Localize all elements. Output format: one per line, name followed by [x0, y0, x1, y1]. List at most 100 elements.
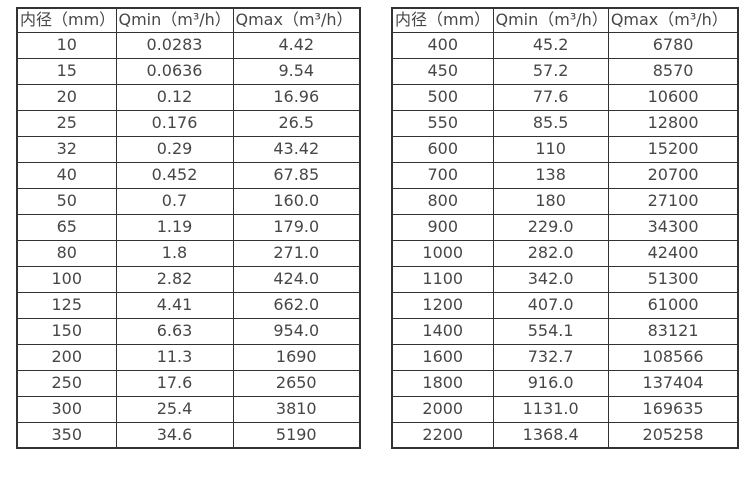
diameter-cell: 600	[391, 135, 494, 163]
diameter-cell: 700	[391, 161, 494, 189]
qmax-cell: 271.0	[232, 239, 361, 267]
qmin-cell: 45.2	[492, 31, 609, 59]
table-row: 500 77.6 10600	[391, 83, 739, 111]
table-row: 10 0.0283 4.42	[16, 31, 361, 59]
qmin-cell: 0.176	[115, 109, 234, 137]
qmin-cell: 85.5	[492, 109, 609, 137]
qmin-cell: 732.7	[492, 343, 609, 371]
diameter-cell: 350	[16, 421, 117, 449]
table-row: 300 25.4 3810	[16, 395, 361, 423]
qmax-cell: 954.0	[232, 317, 361, 345]
qmax-cell: 34300	[607, 213, 739, 241]
table-row: 600 110 15200	[391, 135, 739, 163]
qmax-cell: 27100	[607, 187, 739, 215]
qmax-cell: 43.42	[232, 135, 361, 163]
diameter-cell: 1200	[391, 291, 494, 319]
diameter-cell: 150	[16, 317, 117, 345]
qmin-cell: 229.0	[492, 213, 609, 241]
diameter-cell: 500	[391, 83, 494, 111]
diameter-cell: 1600	[391, 343, 494, 371]
table-row: 80 1.8 271.0	[16, 239, 361, 267]
diameter-cell: 200	[16, 343, 117, 371]
table-row: 25 0.176 26.5	[16, 109, 361, 137]
table-row: 550 85.5 12800	[391, 109, 739, 137]
qmin-cell: 916.0	[492, 369, 609, 397]
qmin-cell: 0.0636	[115, 57, 234, 85]
column-header: 内径（mm）	[391, 7, 494, 33]
table-row: 1100 342.0 51300	[391, 265, 739, 293]
qmax-cell: 12800	[607, 109, 739, 137]
diameter-cell: 100	[16, 265, 117, 293]
header-row: 内径（mm） Qmin（m³/h） Qmax（m³/h）	[16, 7, 361, 33]
qmin-cell: 6.63	[115, 317, 234, 345]
flow-rate-table-large-diameters: 内径（mm） Qmin（m³/h） Qmax（m³/h） 400 45.2 6780 45…	[391, 7, 740, 449]
table-row: 65 1.19 179.0	[16, 213, 361, 241]
diameter-cell: 125	[16, 291, 117, 319]
qmax-cell: 1690	[232, 343, 361, 371]
qmax-cell: 2650	[232, 369, 361, 397]
diameter-cell: 2200	[391, 421, 494, 449]
qmax-cell: 179.0	[232, 213, 361, 241]
qmax-cell: 108566	[607, 343, 739, 371]
table-body: 400 45.2 6780 450 57.2 8570 500 77.6 10600 550 85.…	[391, 31, 739, 449]
diameter-cell: 50	[16, 187, 117, 215]
table-row: 150 6.63 954.0	[16, 317, 361, 345]
qmax-cell: 6780	[607, 31, 739, 59]
table-row: 800 180 27100	[391, 187, 739, 215]
qmin-cell: 1.8	[115, 239, 234, 267]
qmax-cell: 16.96	[232, 83, 361, 111]
qmin-cell: 407.0	[492, 291, 609, 319]
flow-rate-table-small-diameters: 内径（mm） Qmin（m³/h） Qmax（m³/h） 10 0.0283 4.42 1…	[16, 7, 361, 449]
table-header: 内径（mm） Qmin（m³/h） Qmax（m³/h）	[391, 7, 739, 33]
table-row: 1600 732.7 108566	[391, 343, 739, 371]
table-row: 40 0.452 67.85	[16, 161, 361, 189]
diameter-cell: 25	[16, 109, 117, 137]
qmin-cell: 77.6	[492, 83, 609, 111]
qmax-cell: 205258	[607, 421, 739, 449]
qmin-cell: 2.82	[115, 265, 234, 293]
diameter-cell: 15	[16, 57, 117, 85]
diameter-cell: 900	[391, 213, 494, 241]
qmax-cell: 9.54	[232, 57, 361, 85]
table-row: 2000 1131.0 169635	[391, 395, 739, 423]
qmin-cell: 138	[492, 161, 609, 189]
table-row: 200 11.3 1690	[16, 343, 361, 371]
table-row: 900 229.0 34300	[391, 213, 739, 241]
table-header: 内径（mm） Qmin（m³/h） Qmax（m³/h）	[16, 7, 361, 33]
qmax-cell: 26.5	[232, 109, 361, 137]
table-row: 125 4.41 662.0	[16, 291, 361, 319]
diameter-cell: 1400	[391, 317, 494, 345]
table-row: 350 34.6 5190	[16, 421, 361, 449]
qmax-cell: 51300	[607, 265, 739, 293]
table-body: 10 0.0283 4.42 15 0.0636 9.54 20 0.12 16.96 25 0.1…	[16, 31, 361, 449]
qmin-cell: 25.4	[115, 395, 234, 423]
table-row: 32 0.29 43.42	[16, 135, 361, 163]
qmin-cell: 34.6	[115, 421, 234, 449]
qmin-cell: 1368.4	[492, 421, 609, 449]
diameter-cell: 400	[391, 31, 494, 59]
table-row: 20 0.12 16.96	[16, 83, 361, 111]
qmin-cell: 4.41	[115, 291, 234, 319]
qmax-cell: 8570	[607, 57, 739, 85]
column-header: Qmin（m³/h）	[492, 7, 609, 33]
table-row: 1200 407.0 61000	[391, 291, 739, 319]
diameter-cell: 65	[16, 213, 117, 241]
qmax-cell: 83121	[607, 317, 739, 345]
table-row: 1000 282.0 42400	[391, 239, 739, 267]
qmin-cell: 57.2	[492, 57, 609, 85]
qmax-cell: 3810	[232, 395, 361, 423]
qmin-cell: 17.6	[115, 369, 234, 397]
qmax-cell: 15200	[607, 135, 739, 163]
qmax-cell: 160.0	[232, 187, 361, 215]
diameter-cell: 800	[391, 187, 494, 215]
column-header: Qmax（m³/h）	[232, 7, 361, 33]
qmin-cell: 342.0	[492, 265, 609, 293]
qmin-cell: 1131.0	[492, 395, 609, 423]
table-row: 15 0.0636 9.54	[16, 57, 361, 85]
table-row: 450 57.2 8570	[391, 57, 739, 85]
qmax-cell: 662.0	[232, 291, 361, 319]
qmax-cell: 67.85	[232, 161, 361, 189]
qmax-cell: 137404	[607, 369, 739, 397]
qmax-cell: 424.0	[232, 265, 361, 293]
